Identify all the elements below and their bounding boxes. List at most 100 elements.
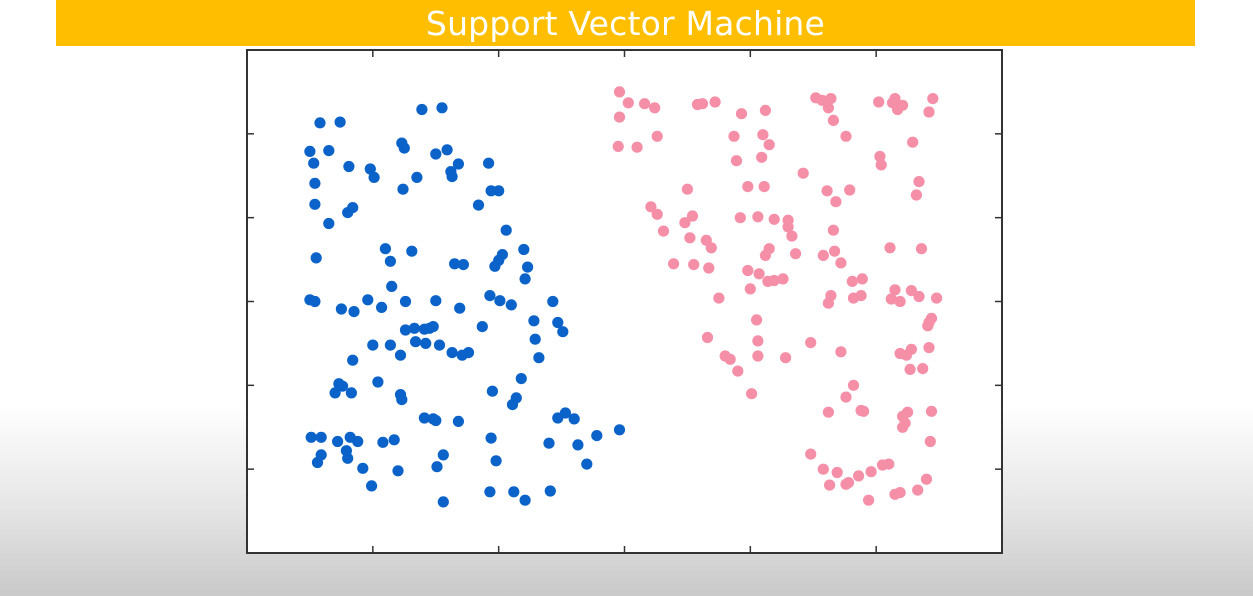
point-class-a [386, 280, 398, 292]
point-class-a [437, 496, 449, 508]
point-class-a [528, 315, 540, 327]
point-class-b [645, 201, 657, 213]
point-class-a [309, 295, 321, 308]
point-class-b [856, 273, 868, 285]
point-class-a [420, 337, 432, 349]
point-class-b [827, 114, 840, 126]
point-class-a [309, 177, 321, 189]
point-class-a [519, 494, 531, 506]
point-class-b [913, 176, 925, 188]
point-class-a [398, 142, 410, 154]
point-class-b [797, 167, 809, 179]
point-class-a [357, 462, 369, 474]
point-class-a [329, 387, 341, 399]
point-class-b [701, 331, 714, 344]
point-class-b [858, 405, 870, 417]
point-class-a [543, 437, 555, 449]
point-class-b [649, 102, 661, 114]
point-class-b [782, 221, 794, 233]
point-class-a [314, 117, 326, 129]
point-class-b [753, 268, 765, 280]
point-class-a [304, 145, 316, 157]
point-class-b [768, 274, 780, 287]
point-class-a [384, 255, 396, 267]
point-class-a [476, 321, 488, 333]
point-class-b [904, 363, 916, 375]
series-class-a [304, 102, 626, 508]
point-class-b [805, 337, 817, 349]
point-class-b [840, 478, 852, 490]
point-class-b [651, 208, 663, 220]
point-class-a [399, 324, 412, 336]
point-class-b [897, 421, 909, 433]
point-class-a [397, 183, 409, 195]
point-class-a [323, 217, 335, 230]
title-banner: Support Vector Machine [56, 0, 1195, 46]
point-class-b [744, 283, 756, 295]
point-class-b [709, 96, 721, 108]
point-class-b [817, 249, 829, 261]
point-class-b [780, 352, 792, 364]
point-class-b [912, 484, 924, 496]
point-class-a [430, 414, 442, 427]
point-class-a [367, 339, 379, 351]
point-class-a [529, 333, 541, 345]
point-class-b [768, 213, 780, 225]
point-class-b [894, 487, 906, 499]
point-class-b [889, 284, 901, 296]
point-class-b [631, 141, 643, 153]
point-class-a [427, 321, 439, 333]
point-class-a [493, 185, 505, 197]
point-class-b [696, 98, 709, 110]
point-class-b [763, 243, 775, 255]
point-class-b [874, 150, 886, 163]
point-class-b [875, 159, 887, 171]
point-class-a [486, 385, 498, 397]
point-class-b [831, 466, 843, 479]
point-class-b [763, 139, 775, 151]
point-class-b [902, 406, 914, 418]
point-class-a [522, 261, 534, 273]
point-class-b [713, 292, 725, 304]
point-class-a [436, 102, 448, 114]
point-class-b [688, 259, 700, 271]
point-class-b [728, 130, 740, 142]
point-class-b [679, 217, 691, 229]
point-class-b [756, 151, 768, 163]
point-class-a [515, 373, 527, 385]
point-class-b [724, 353, 736, 365]
point-class-a [581, 458, 593, 470]
point-class-b [825, 93, 837, 105]
point-class-b [835, 346, 847, 358]
point-class-b [915, 243, 928, 255]
point-class-a [377, 436, 389, 448]
point-class-b [681, 183, 694, 195]
point-class-a [411, 171, 423, 183]
point-class-b [917, 363, 929, 375]
point-class-a [396, 394, 408, 406]
point-class-b [905, 285, 918, 297]
point-class-a [416, 103, 428, 116]
point-class-a [452, 158, 464, 170]
point-class-b [920, 473, 933, 485]
point-class-a [430, 295, 442, 307]
point-class-a [372, 376, 384, 388]
series-class-b [612, 86, 943, 506]
point-class-a [572, 439, 584, 451]
point-class-a [399, 295, 412, 308]
point-class-b [873, 96, 885, 108]
point-class-b [822, 406, 835, 418]
point-class-b [757, 129, 769, 141]
point-class-b [830, 196, 842, 208]
point-class-a [457, 259, 469, 271]
point-class-a [347, 354, 359, 366]
point-class-a [334, 116, 346, 128]
point-class-b [703, 262, 715, 274]
point-class-b [889, 93, 901, 105]
point-class-b [651, 130, 663, 142]
point-class-b [892, 103, 904, 116]
point-class-a [332, 435, 344, 448]
point-class-a [394, 349, 407, 361]
point-class-b [840, 130, 852, 142]
point-class-a [430, 148, 442, 160]
